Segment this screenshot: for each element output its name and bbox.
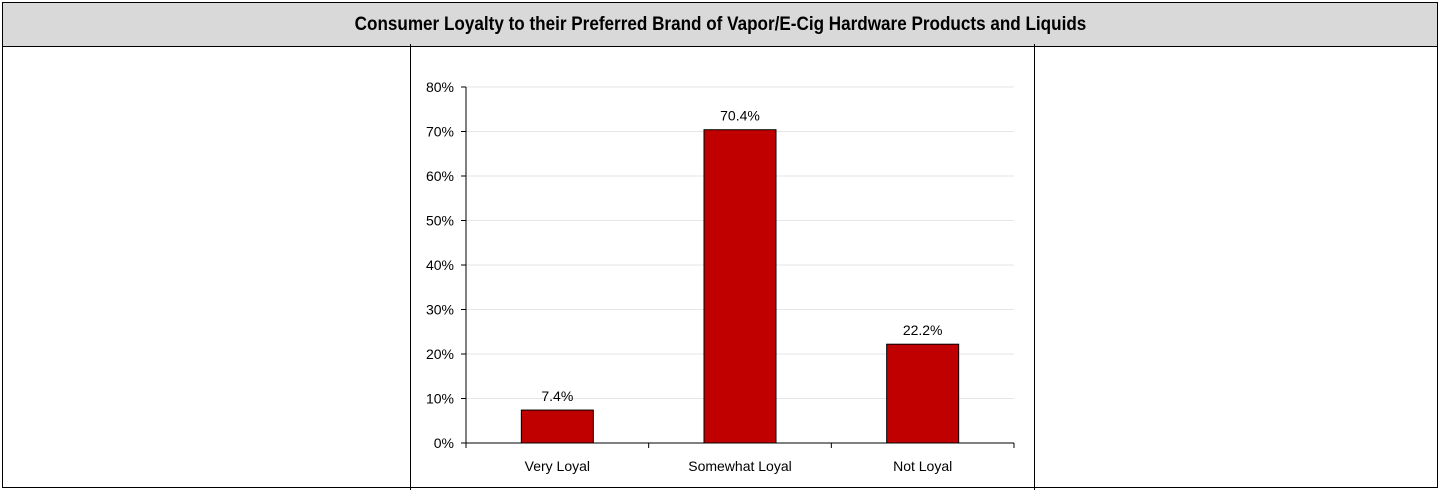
- x-tick-label: Very Loyal: [525, 458, 590, 474]
- data-label: 7.4%: [541, 388, 573, 404]
- y-tick-label: 70%: [426, 124, 454, 140]
- data-label: 70.4%: [720, 108, 760, 124]
- axes: [461, 86, 1015, 448]
- y-tick-label: 60%: [426, 168, 454, 184]
- y-tick-label: 10%: [426, 391, 454, 407]
- bar: [703, 129, 777, 444]
- y-tick-label: 30%: [426, 302, 454, 318]
- chart-area-border: [410, 44, 1035, 490]
- chart-title: Consumer Loyalty to their Preferred Bran…: [354, 13, 1086, 35]
- data-label: 22.2%: [903, 322, 943, 338]
- y-tick-label: 80%: [426, 79, 454, 95]
- labels: 0% 10% 20% 30% 40% 50% 60% 70% 80% 7.4% Very Loyal…: [426, 79, 952, 474]
- bar-chart: 0% 10% 20% 30% 40% 50% 60% 70% 80% 7.4% Very Loyal…: [426, 79, 1015, 474]
- y-tick-label: 40%: [426, 257, 454, 273]
- x-tick-label: Not Loyal: [893, 458, 952, 474]
- y-tick-label: 20%: [426, 346, 454, 362]
- bar: [886, 343, 960, 444]
- y-tick-label: 0%: [434, 435, 454, 451]
- x-tick-label: Somewhat Loyal: [688, 458, 792, 474]
- bar: [520, 409, 594, 444]
- title-bar: Consumer Loyalty to their Preferred Bran…: [3, 3, 1437, 47]
- y-tick-label: 50%: [426, 213, 454, 229]
- bars: [520, 129, 960, 444]
